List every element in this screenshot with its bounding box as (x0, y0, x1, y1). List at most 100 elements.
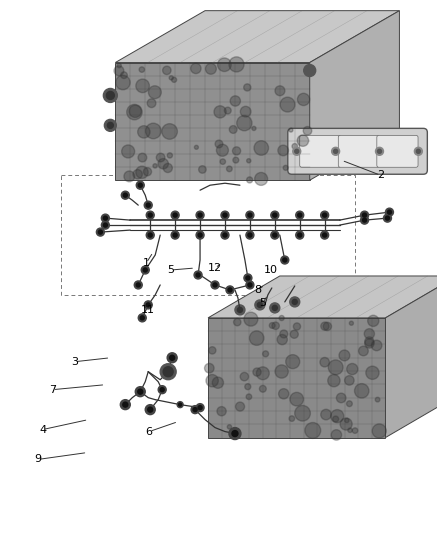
Circle shape (139, 67, 145, 72)
Circle shape (145, 123, 161, 139)
Circle shape (160, 364, 176, 379)
Text: 1: 1 (143, 258, 150, 268)
Circle shape (171, 231, 179, 239)
Polygon shape (115, 11, 399, 62)
Circle shape (138, 153, 147, 162)
Circle shape (246, 281, 254, 289)
Circle shape (354, 384, 369, 398)
Circle shape (218, 58, 231, 71)
Circle shape (340, 418, 352, 430)
Circle shape (384, 214, 392, 222)
Circle shape (273, 213, 277, 217)
Circle shape (323, 213, 327, 217)
Circle shape (196, 273, 200, 277)
Circle shape (163, 367, 173, 377)
Circle shape (332, 416, 339, 422)
Circle shape (271, 231, 279, 239)
Circle shape (334, 149, 338, 154)
Text: 9: 9 (34, 455, 41, 464)
Text: 8: 8 (254, 285, 261, 295)
Circle shape (321, 322, 329, 330)
Circle shape (263, 351, 268, 357)
Circle shape (328, 375, 340, 387)
Text: 5: 5 (168, 265, 175, 275)
Circle shape (173, 233, 177, 237)
Circle shape (124, 193, 127, 197)
Circle shape (360, 216, 368, 224)
Circle shape (297, 135, 309, 147)
Circle shape (194, 146, 198, 149)
Circle shape (278, 145, 289, 156)
Text: 11: 11 (141, 305, 155, 315)
Circle shape (134, 281, 142, 289)
Circle shape (385, 208, 393, 216)
Circle shape (136, 166, 148, 179)
Circle shape (179, 403, 182, 406)
Circle shape (269, 322, 275, 328)
Circle shape (233, 318, 241, 326)
Circle shape (223, 213, 227, 217)
Circle shape (221, 211, 229, 219)
Circle shape (321, 231, 328, 239)
FancyBboxPatch shape (338, 135, 379, 167)
Circle shape (250, 331, 264, 345)
Circle shape (304, 64, 316, 77)
Circle shape (205, 364, 214, 373)
Circle shape (348, 428, 352, 432)
Circle shape (196, 231, 204, 239)
Circle shape (117, 63, 121, 68)
Circle shape (417, 149, 420, 154)
Circle shape (252, 126, 256, 131)
Circle shape (289, 416, 295, 422)
Circle shape (214, 106, 226, 118)
Circle shape (244, 312, 258, 326)
Circle shape (194, 271, 202, 279)
Circle shape (124, 171, 135, 182)
Circle shape (240, 106, 251, 117)
Circle shape (96, 228, 104, 236)
Circle shape (414, 147, 422, 155)
Circle shape (259, 385, 266, 392)
Circle shape (258, 302, 262, 308)
Circle shape (293, 323, 300, 330)
Circle shape (246, 276, 250, 280)
Circle shape (366, 366, 379, 379)
Circle shape (328, 360, 343, 375)
Circle shape (144, 301, 152, 309)
Circle shape (280, 97, 295, 112)
Circle shape (140, 316, 144, 320)
Circle shape (321, 211, 328, 219)
Circle shape (167, 153, 173, 158)
Circle shape (213, 283, 217, 287)
Circle shape (371, 340, 382, 351)
Circle shape (106, 92, 114, 100)
Circle shape (215, 140, 223, 148)
Circle shape (229, 427, 241, 440)
Circle shape (103, 216, 107, 220)
Circle shape (235, 305, 245, 315)
Circle shape (138, 183, 142, 187)
Circle shape (136, 181, 144, 189)
Circle shape (296, 211, 304, 219)
Circle shape (233, 147, 240, 155)
Circle shape (101, 221, 110, 229)
Circle shape (171, 211, 179, 219)
Circle shape (237, 116, 252, 131)
Circle shape (162, 66, 171, 75)
Polygon shape (385, 276, 438, 438)
Circle shape (191, 406, 199, 414)
Circle shape (323, 322, 332, 330)
Circle shape (247, 159, 251, 163)
Circle shape (297, 93, 310, 106)
Circle shape (121, 191, 129, 199)
Polygon shape (310, 11, 399, 180)
Circle shape (375, 397, 380, 402)
Circle shape (290, 392, 304, 406)
Circle shape (350, 321, 353, 325)
Circle shape (331, 430, 342, 440)
Circle shape (123, 402, 128, 407)
Circle shape (122, 145, 134, 158)
Circle shape (158, 158, 168, 169)
Circle shape (286, 354, 300, 369)
Circle shape (107, 123, 113, 128)
